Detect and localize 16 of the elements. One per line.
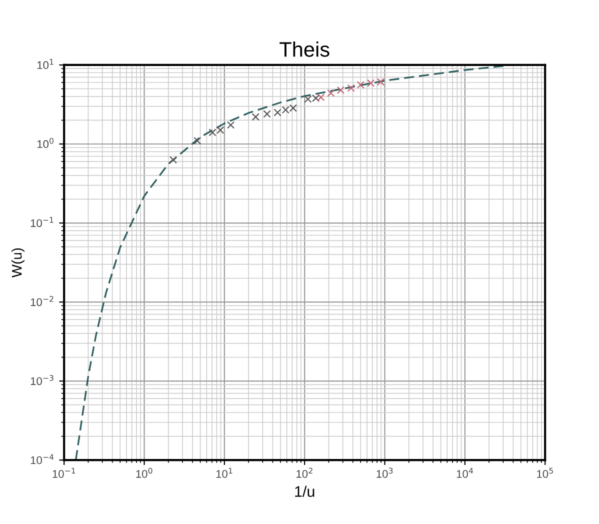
x-tick-label: 10$^{1}$ (216, 468, 232, 478)
y-tick-label: 10$^{−1}$ (30, 217, 54, 228)
x-tick-label: 10$^{−1}$ (52, 468, 76, 478)
x-tick-label: 10$^{5}$ (537, 468, 553, 478)
y-axis-title: W(u) (12, 248, 24, 278)
x-tick-label: 10$^{2}$ (296, 468, 312, 478)
x-tick-label: 10$^{3}$ (376, 468, 393, 478)
x-tick-label: 10$^{4}$ (456, 468, 474, 478)
y-tick-label: 10$^{−3}$ (30, 374, 54, 386)
chart-title: Theis (280, 42, 330, 57)
y-tick-label: 10$^{1}$ (37, 59, 54, 70)
y-tick-label: 10$^{−2}$ (30, 296, 54, 306)
x-axis-title: 1/u (295, 486, 314, 497)
x-tick-label: 10$^{0}$ (136, 468, 152, 478)
y-tick-label: 10$^{0}$ (37, 138, 54, 148)
y-tick-label: 10$^{−4}$ (30, 454, 54, 464)
